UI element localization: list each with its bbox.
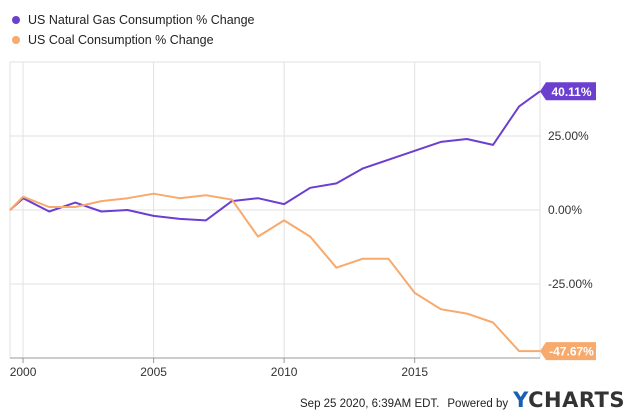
coal-data-point xyxy=(256,234,261,239)
coal-data-point xyxy=(282,218,287,223)
coal-data-point xyxy=(47,205,52,210)
legend-marker-coal xyxy=(12,36,20,44)
coal-data-point xyxy=(360,256,365,261)
coal-data-point xyxy=(73,205,78,210)
y-tick-label: 0.00% xyxy=(548,203,582,217)
legend-item-gas[interactable]: US Natural Gas Consumption % Change xyxy=(12,10,255,30)
ycharts-logo: YCHARTS xyxy=(513,388,625,412)
y-tick-label: 25.00% xyxy=(548,129,589,143)
coal-data-point xyxy=(308,234,313,239)
chart-legend: US Natural Gas Consumption % Change US C… xyxy=(12,10,255,50)
gas-end-badge xyxy=(540,82,596,101)
coal-data-point xyxy=(464,311,469,316)
coal-data-point xyxy=(8,208,13,213)
legend-label-gas: US Natural Gas Consumption % Change xyxy=(28,13,255,27)
coal-data-point xyxy=(203,193,208,198)
gas-data-point xyxy=(360,166,365,171)
gas-data-point xyxy=(203,218,208,223)
coal-data-point xyxy=(99,199,104,204)
gas-data-point xyxy=(99,209,104,214)
chart-footer: Sep 25 2020, 6:39AM EDT. Powered by YCHA… xyxy=(300,388,625,412)
gas-data-point xyxy=(282,202,287,207)
gas-data-point xyxy=(464,136,469,141)
powered-by-label: Powered by xyxy=(447,398,509,410)
coal-data-point xyxy=(334,265,339,270)
gas-data-point xyxy=(438,139,443,144)
coal-data-point xyxy=(412,290,417,295)
coal-end-badge xyxy=(540,342,596,361)
gas-data-point xyxy=(47,209,52,214)
coal-data-point xyxy=(386,256,391,261)
gas-data-point xyxy=(412,148,417,153)
legend-label-coal: US Coal Consumption % Change xyxy=(28,33,214,47)
coal-series-line xyxy=(9,192,540,353)
gas-data-point xyxy=(73,200,78,205)
coal-data-point xyxy=(151,191,156,196)
gas-data-point xyxy=(151,213,156,218)
x-tick-label: 2000 xyxy=(10,365,37,379)
y-tick-label: -25.00% xyxy=(548,277,593,291)
gas-data-point xyxy=(177,216,182,221)
coal-data-point xyxy=(438,307,443,312)
timestamp: Sep 25 2020, 6:39AM EDT. xyxy=(300,398,440,410)
legend-marker-gas xyxy=(12,16,20,24)
coal-data-point xyxy=(229,197,234,202)
gas-end-label: 40.11% xyxy=(551,85,591,99)
x-tick-label: 2010 xyxy=(271,365,298,379)
gas-data-point xyxy=(517,104,522,109)
gas-data-point xyxy=(256,196,261,201)
gas-data-point xyxy=(334,181,339,186)
coal-data-point xyxy=(491,320,496,325)
x-tick-label: 2005 xyxy=(140,365,167,379)
legend-item-coal[interactable]: US Coal Consumption % Change xyxy=(12,30,255,50)
coal-data-point xyxy=(21,194,26,199)
gas-series-line xyxy=(9,90,541,222)
gas-data-point xyxy=(125,208,130,213)
coal-data-point xyxy=(177,196,182,201)
gas-data-point xyxy=(308,185,313,190)
gas-data-point xyxy=(491,142,496,147)
coal-end-label: -47.67% xyxy=(549,345,594,359)
coal-data-point xyxy=(125,196,130,201)
coal-data-point xyxy=(517,349,522,354)
gas-data-point xyxy=(386,157,391,162)
x-tick-label: 2015 xyxy=(401,365,428,379)
